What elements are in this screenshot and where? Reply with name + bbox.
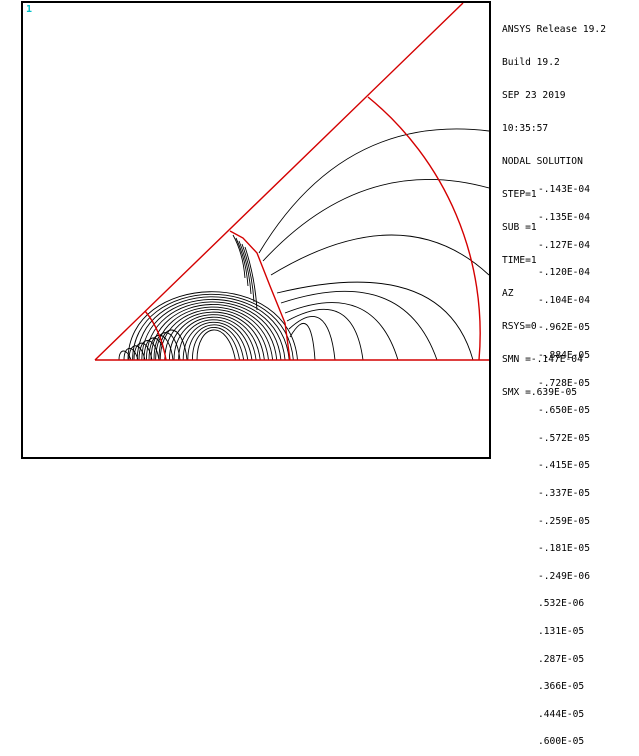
release-label: ANSYS Release 19.2 bbox=[502, 24, 606, 35]
contour-lines bbox=[118, 128, 489, 361]
smx-label: SMX =.639E-05 bbox=[502, 387, 578, 398]
contour-level: .532E-06 bbox=[538, 598, 585, 610]
sub-label: SUB =1 bbox=[502, 222, 537, 233]
flux-line-outer bbox=[258, 128, 489, 254]
contour-level: -.415E-05 bbox=[538, 460, 590, 472]
flux-line-outer bbox=[286, 308, 364, 361]
boundary-inner-arc bbox=[144, 310, 167, 361]
boundary-diagonal-line bbox=[94, 3, 464, 361]
flux-arc bbox=[238, 240, 252, 295]
boundary-magnet-arc bbox=[229, 230, 291, 361]
flux-loop bbox=[164, 311, 265, 361]
smn-label: SMN =-.147E-04 bbox=[502, 354, 583, 365]
flux-line-outer bbox=[270, 234, 489, 276]
contour-level: .366E-05 bbox=[538, 681, 585, 693]
contour-level: .131E-05 bbox=[538, 625, 585, 637]
contour-level: -.135E-04 bbox=[538, 212, 590, 223]
flux-loop bbox=[187, 324, 245, 361]
contour-level: -.572E-05 bbox=[538, 432, 590, 444]
contour-level: -.259E-05 bbox=[538, 515, 590, 527]
contour-plot bbox=[94, 3, 489, 361]
flux-loop-small bbox=[123, 347, 139, 361]
flux-line-outer bbox=[289, 323, 316, 361]
contour-level: -.337E-05 bbox=[538, 487, 590, 499]
contour-level-list: -.143E-04 -.135E-04 -.127E-04 -.120E-04 … bbox=[538, 167, 590, 756]
contour-level: .287E-05 bbox=[538, 653, 585, 665]
graphics-viewport[interactable]: 1 bbox=[21, 1, 491, 459]
geometry-boundaries bbox=[94, 3, 489, 361]
flux-loop bbox=[132, 293, 294, 361]
contour-level: -.127E-04 bbox=[538, 239, 590, 251]
flux-line-outer bbox=[276, 281, 474, 361]
flux-loop-small bbox=[118, 350, 132, 361]
flux-arc bbox=[241, 243, 255, 303]
flux-loop bbox=[191, 327, 240, 361]
info-legend-panel: ANSYS Release 19.2 Build 19.2 SEP 23 201… bbox=[502, 2, 639, 409]
flux-line-outer bbox=[280, 290, 438, 361]
time-value-label: TIME=1 bbox=[502, 255, 537, 266]
flux-loop-small bbox=[138, 340, 160, 361]
flux-loop bbox=[173, 316, 257, 361]
rsys-label: RSYS=0 bbox=[502, 321, 537, 332]
flux-loop bbox=[168, 314, 261, 361]
contour-level: -.884E-05 bbox=[538, 349, 590, 361]
contour-level: -.962E-05 bbox=[538, 322, 590, 334]
contour-level: -.104E-04 bbox=[538, 294, 590, 306]
boundary-outer-arc bbox=[367, 96, 481, 361]
contour-level: -.120E-04 bbox=[538, 267, 590, 279]
flux-arc bbox=[244, 246, 258, 311]
flux-arc bbox=[232, 234, 246, 279]
flux-loop bbox=[182, 321, 249, 361]
step-label: STEP=1 bbox=[502, 189, 537, 200]
flux-loop bbox=[141, 298, 286, 361]
contour-level: -.181E-05 bbox=[538, 543, 590, 555]
window-number-label: 1 bbox=[26, 4, 33, 15]
contour-level: -.728E-05 bbox=[538, 377, 590, 389]
flux-line-outer bbox=[288, 316, 336, 361]
contour-level: .444E-05 bbox=[538, 708, 585, 720]
flux-loop bbox=[127, 291, 298, 361]
solution-label: NODAL SOLUTION bbox=[502, 156, 583, 167]
date-label: SEP 23 2019 bbox=[502, 90, 566, 101]
contour-level: -.249E-06 bbox=[538, 570, 590, 582]
flux-loop bbox=[145, 301, 282, 361]
time-label: 10:35:57 bbox=[502, 123, 549, 134]
flux-loop bbox=[196, 329, 236, 361]
build-label: Build 19.2 bbox=[502, 57, 560, 68]
flux-arc bbox=[235, 237, 249, 287]
contour-level: -.650E-05 bbox=[538, 405, 590, 417]
flux-loop bbox=[159, 309, 269, 361]
contour-level: .600E-05 bbox=[538, 736, 585, 748]
item-label: AZ bbox=[502, 288, 514, 299]
contour-level: -.143E-04 bbox=[538, 184, 590, 196]
flux-loop bbox=[178, 319, 253, 361]
flux-loop-small bbox=[158, 329, 188, 361]
flux-line-outer bbox=[284, 302, 399, 361]
flux-loop bbox=[136, 296, 290, 361]
flux-loop-small bbox=[133, 342, 153, 361]
flux-line-outer bbox=[262, 178, 489, 262]
